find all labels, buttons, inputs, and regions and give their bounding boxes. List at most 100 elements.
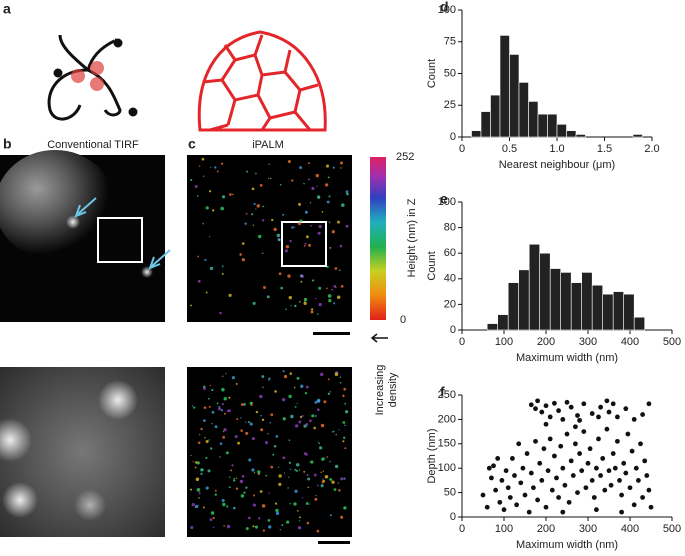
speckle — [221, 265, 224, 268]
speckle — [269, 421, 272, 424]
bar — [602, 293, 614, 331]
point — [573, 441, 578, 447]
speckle — [329, 514, 332, 517]
speckle — [230, 469, 233, 472]
speckle — [309, 419, 312, 423]
speckle — [315, 297, 317, 300]
speckle — [240, 494, 245, 498]
point — [489, 475, 494, 481]
speckle — [197, 441, 201, 445]
speckle — [333, 302, 336, 305]
speckle — [275, 508, 279, 513]
speckle — [323, 400, 327, 404]
point — [575, 413, 580, 418]
point — [566, 499, 572, 505]
arrow-label: Increasing — [374, 365, 386, 416]
point — [587, 446, 593, 452]
speckle — [343, 507, 346, 509]
y-tick-label: 100 — [438, 196, 456, 208]
speckle — [336, 295, 341, 300]
point — [573, 424, 578, 430]
speckle — [235, 382, 238, 385]
speckle — [205, 206, 209, 210]
point — [510, 456, 515, 461]
speckle — [303, 470, 306, 473]
speckle — [304, 392, 308, 395]
y-tick-label: 50 — [444, 67, 456, 79]
bar — [499, 35, 510, 138]
y-axis-label: Depth (nm) — [426, 428, 438, 483]
speckle — [205, 486, 209, 490]
speckle — [294, 304, 297, 308]
speckle — [299, 219, 303, 223]
speckle — [297, 222, 301, 226]
panel-label: c — [188, 136, 196, 152]
speckle — [202, 506, 205, 509]
speckle — [208, 236, 211, 238]
point — [642, 458, 648, 464]
speckle — [214, 425, 218, 429]
bar — [549, 268, 562, 331]
speckle — [235, 477, 238, 479]
point — [507, 495, 513, 500]
speckle — [321, 457, 325, 461]
speckle — [190, 454, 192, 457]
speckle — [327, 294, 332, 298]
speckle — [320, 423, 325, 428]
speckle — [306, 521, 310, 525]
speckle — [281, 398, 286, 402]
point — [621, 460, 627, 466]
speckle — [345, 224, 349, 228]
point — [612, 465, 618, 471]
speckle — [294, 489, 298, 493]
x-tick-label: 2.0 — [644, 143, 659, 155]
speckle — [248, 458, 252, 462]
speckle — [315, 494, 317, 497]
speckle — [225, 451, 229, 455]
speckle — [326, 287, 328, 290]
speckle — [340, 284, 344, 288]
speckle — [288, 295, 292, 300]
speckle — [301, 496, 304, 499]
y-tick-label: 0 — [450, 511, 456, 523]
speckle — [209, 518, 213, 522]
speckle — [344, 447, 347, 450]
speckle — [277, 238, 281, 242]
speckle — [256, 204, 260, 208]
speckle — [214, 489, 217, 492]
point — [568, 458, 574, 464]
speckle — [320, 484, 324, 488]
speckle — [259, 184, 263, 187]
bar — [547, 113, 558, 138]
speckle — [283, 472, 286, 474]
speckle — [205, 291, 208, 294]
speckle — [232, 506, 236, 510]
bar — [623, 293, 635, 331]
point — [560, 417, 566, 422]
speckle — [339, 381, 342, 384]
speckle — [191, 405, 194, 407]
speckle — [216, 402, 219, 405]
x-tick-label: 0.5 — [502, 143, 517, 155]
x-tick-label: 500 — [663, 336, 681, 348]
point — [636, 478, 641, 483]
speckle — [231, 376, 235, 380]
point — [579, 468, 585, 474]
speckle — [271, 218, 274, 222]
point — [518, 480, 524, 486]
speckle — [297, 526, 302, 530]
point — [531, 485, 536, 491]
speckle — [261, 219, 265, 222]
speckle — [262, 205, 265, 208]
point — [646, 401, 652, 407]
colorbar — [370, 157, 386, 320]
speckle — [223, 396, 228, 401]
point — [638, 441, 643, 447]
speckle — [211, 388, 214, 392]
speckle — [313, 426, 316, 430]
speckle — [294, 405, 297, 408]
bar — [518, 269, 530, 331]
speckle — [282, 456, 286, 460]
speckle — [342, 440, 345, 443]
speckle — [260, 414, 262, 417]
